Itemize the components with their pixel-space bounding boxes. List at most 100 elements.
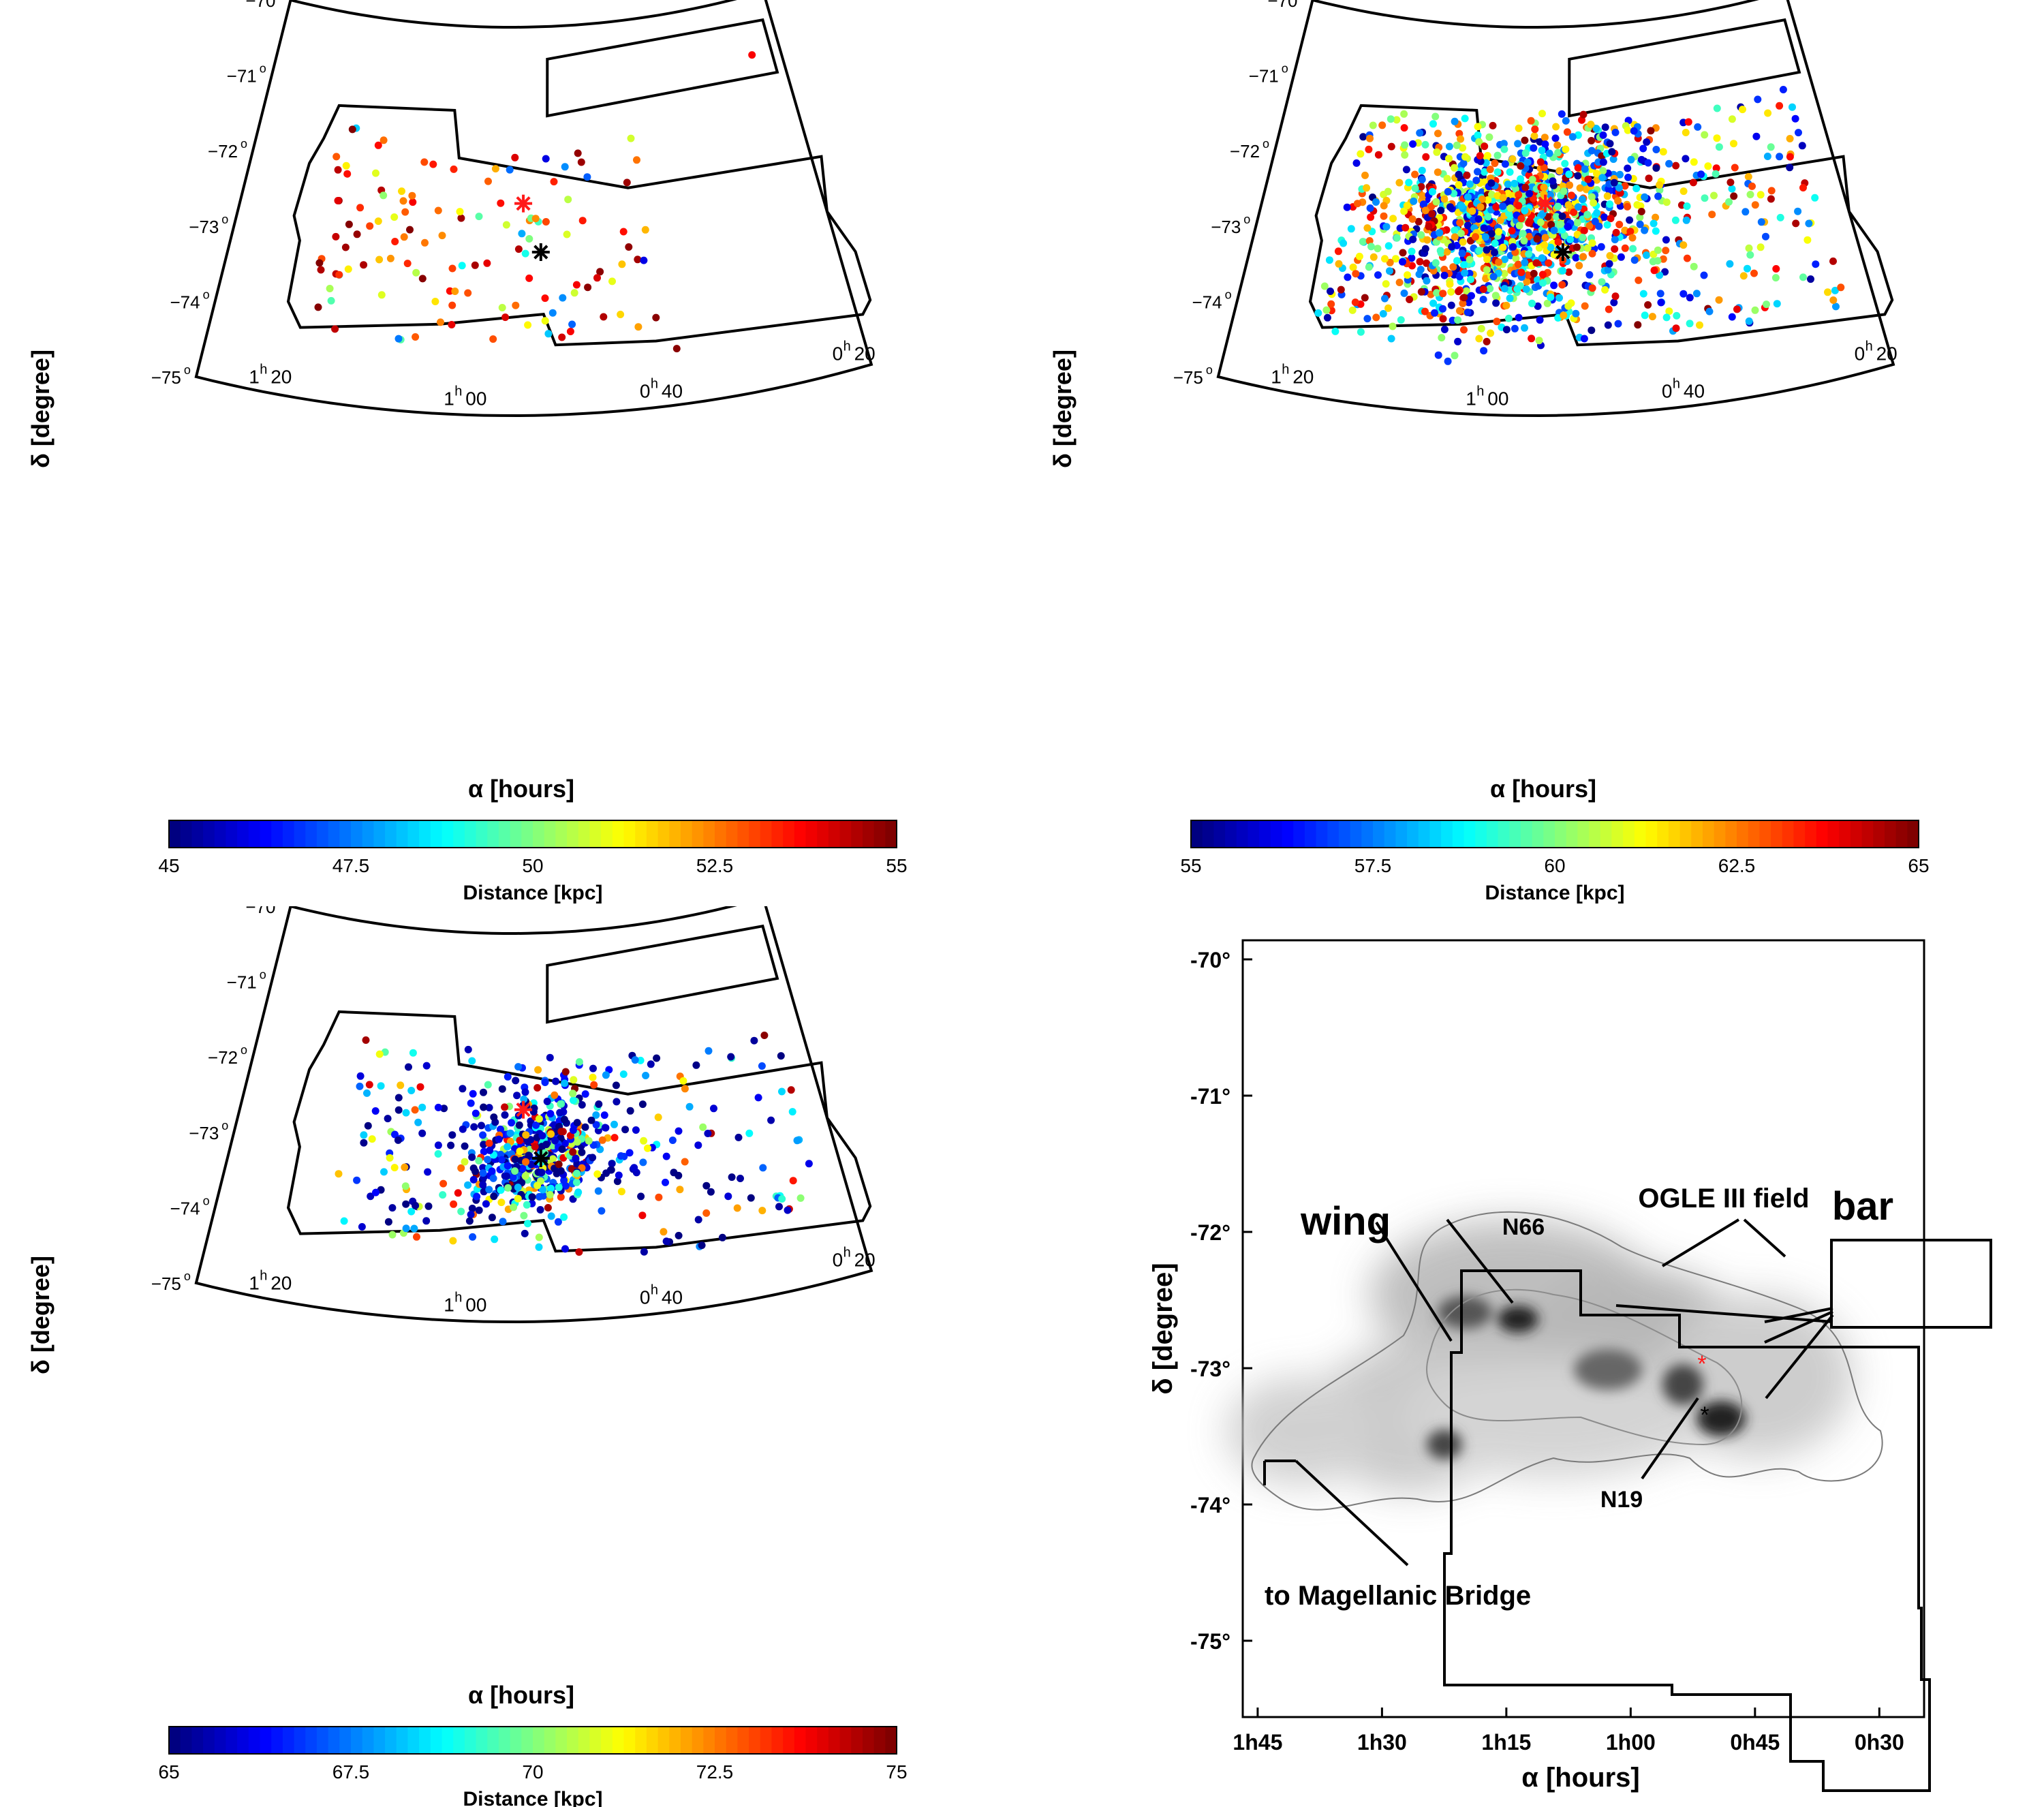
data-point	[485, 1104, 493, 1112]
data-point	[506, 166, 514, 174]
data-point	[1474, 131, 1482, 139]
data-point	[512, 301, 520, 309]
data-point	[1499, 202, 1507, 211]
data-point	[531, 1143, 539, 1151]
colorbar-tick-label: 47.5	[332, 855, 370, 876]
data-point	[1540, 134, 1549, 142]
data-point	[1483, 246, 1491, 254]
data-point	[733, 1204, 741, 1212]
colorbar-label: Distance [kpc]	[463, 1788, 602, 1807]
data-point	[767, 1116, 775, 1124]
data-point	[1637, 155, 1645, 164]
data-point	[360, 1139, 368, 1147]
data-point	[1712, 164, 1720, 172]
svg-text:1: 1	[249, 1273, 260, 1294]
data-point	[516, 1137, 524, 1145]
data-point	[1331, 327, 1340, 335]
data-point	[1627, 155, 1635, 164]
data-point	[1495, 228, 1503, 236]
data-point	[1408, 215, 1416, 223]
data-point	[1581, 302, 1589, 310]
data-point	[578, 1101, 586, 1109]
svg-text:−73: −73	[1211, 217, 1241, 237]
data-point	[497, 1156, 506, 1164]
data-point	[1421, 245, 1429, 253]
data-point	[1601, 285, 1609, 294]
data-point	[1597, 243, 1605, 251]
data-point	[1344, 273, 1352, 281]
data-point	[568, 320, 576, 328]
data-point	[542, 1141, 551, 1149]
data-point	[1386, 267, 1393, 275]
data-point	[439, 1191, 447, 1199]
colorbar-tick-label: 45	[158, 855, 179, 876]
data-point	[760, 1032, 769, 1039]
data-point	[581, 1123, 589, 1131]
data-point	[1387, 142, 1395, 151]
data-point	[660, 1228, 668, 1236]
image-x-axis-label: α [hours]	[1521, 1763, 1639, 1793]
data-point	[1776, 213, 1784, 221]
data-point	[1831, 286, 1839, 294]
data-point	[617, 1188, 625, 1196]
data-point	[1581, 165, 1589, 173]
svg-text:−72: −72	[208, 1047, 238, 1068]
data-point	[457, 1207, 465, 1216]
data-point	[343, 170, 352, 178]
data-point	[1746, 191, 1754, 198]
data-point	[377, 291, 386, 299]
dec-tick-label: −70o	[245, 0, 285, 11]
dec-tick-label: −74 o	[170, 1194, 209, 1218]
data-point	[434, 1141, 442, 1149]
data-point	[1730, 192, 1738, 200]
svg-text:40: 40	[662, 1286, 683, 1308]
data-point	[1794, 207, 1802, 215]
data-point	[550, 178, 558, 186]
colorbar-tick-label: 60	[1544, 855, 1565, 876]
data-point	[640, 256, 648, 264]
data-point	[1393, 234, 1401, 242]
data-point	[1524, 271, 1532, 279]
data-point	[1397, 316, 1405, 324]
data-point	[1701, 131, 1709, 139]
data-point	[1621, 182, 1629, 190]
data-point	[1593, 170, 1600, 178]
data-point	[469, 1090, 477, 1098]
data-point	[1573, 243, 1581, 251]
data-point	[1434, 351, 1442, 359]
data-point	[504, 1143, 512, 1151]
svg-text:o: o	[203, 288, 210, 301]
data-point	[1523, 158, 1532, 166]
data-point	[1547, 293, 1555, 301]
data-point	[1322, 306, 1331, 314]
data-point	[334, 166, 342, 174]
data-point	[1359, 133, 1367, 141]
data-point	[1484, 196, 1492, 204]
svg-text:0: 0	[833, 343, 843, 365]
data-point	[1772, 265, 1780, 273]
data-point	[1588, 239, 1596, 247]
data-point	[394, 1136, 402, 1144]
data-point	[484, 1156, 492, 1164]
data-point	[528, 1193, 536, 1201]
data-point	[1421, 307, 1429, 315]
colorbar-tick-label: 70	[522, 1761, 543, 1782]
data-point	[1433, 289, 1441, 297]
data-point	[602, 1071, 610, 1079]
data-point	[501, 1103, 509, 1111]
data-point	[1805, 219, 1813, 228]
data-point	[479, 1181, 487, 1189]
data-point	[1788, 103, 1796, 111]
data-point	[561, 1079, 569, 1087]
data-point	[345, 220, 353, 228]
dec-tick-label: −75 o	[151, 1269, 191, 1294]
data-point	[1325, 256, 1333, 264]
data-point	[557, 1128, 566, 1136]
svg-text:o: o	[1206, 363, 1213, 377]
data-point	[448, 321, 456, 328]
data-point	[342, 161, 350, 170]
data-point	[469, 1233, 477, 1241]
data-point	[1650, 219, 1658, 228]
data-point	[1517, 268, 1526, 277]
data-point	[475, 1206, 483, 1214]
